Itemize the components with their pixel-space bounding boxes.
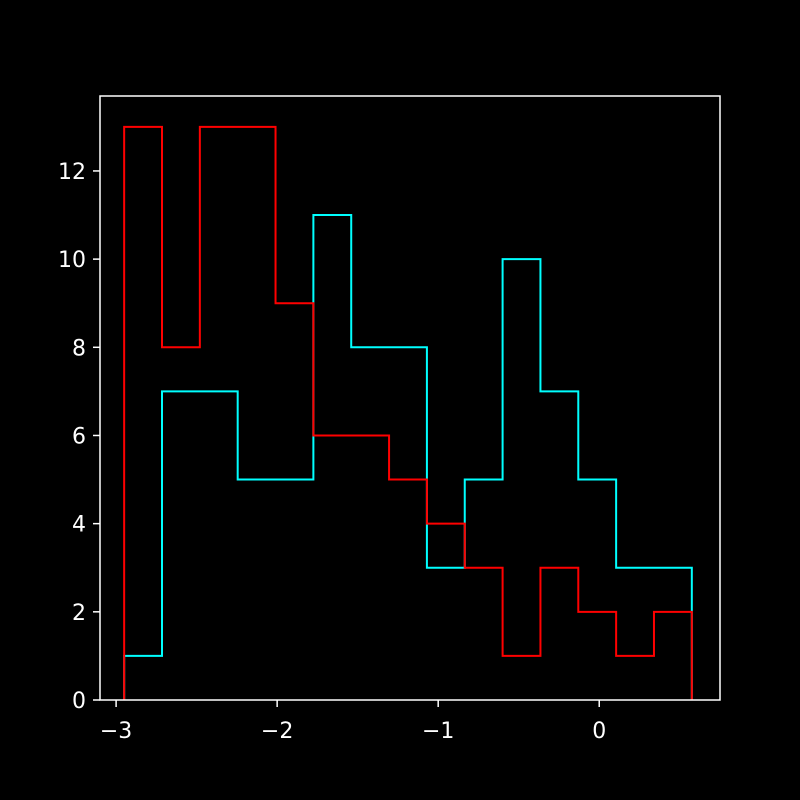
series-2-step-line (123, 125, 693, 700)
y-tick-label: 12 (58, 160, 86, 185)
y-axis: 0 2 4 6 8 10 12 (58, 160, 100, 714)
x-tick-label: −3 (100, 719, 132, 744)
y-tick-label: 4 (72, 513, 86, 538)
plot-frame (99, 95, 721, 701)
x-tick-label: −2 (261, 719, 293, 744)
x-tick-label: −1 (422, 719, 454, 744)
y-tick-label: 10 (58, 248, 86, 273)
x-axis: −3 −2 −1 0 (100, 700, 606, 744)
series-layer (123, 125, 693, 700)
y-tick-label: 8 (72, 336, 86, 361)
y-tick-label: 2 (72, 601, 86, 626)
x-tick-label: 0 (592, 719, 606, 744)
y-tick-label: 6 (72, 424, 86, 449)
series-1-step-line (123, 214, 693, 700)
y-tick-label: 0 (72, 689, 86, 714)
